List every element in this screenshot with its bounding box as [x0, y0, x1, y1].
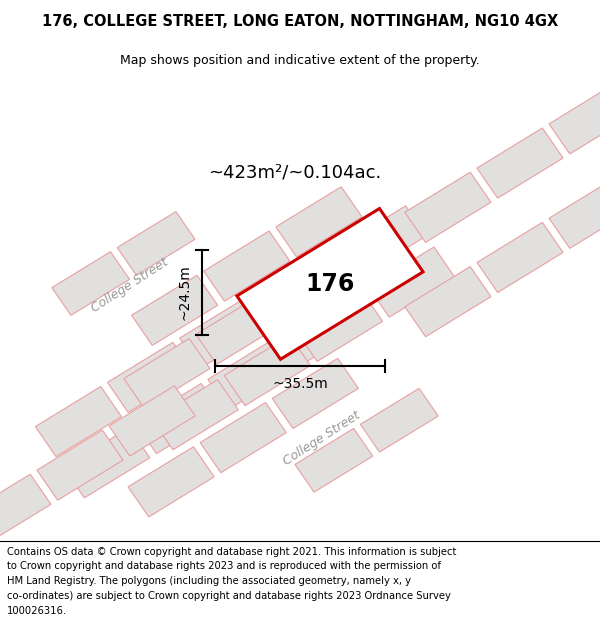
Text: ~423m²/~0.104ac.: ~423m²/~0.104ac.: [208, 164, 382, 181]
Polygon shape: [361, 388, 438, 452]
Text: ~35.5m: ~35.5m: [272, 378, 328, 391]
Polygon shape: [477, 128, 563, 198]
Polygon shape: [340, 206, 427, 276]
Polygon shape: [405, 173, 491, 242]
Polygon shape: [549, 178, 600, 248]
Polygon shape: [152, 379, 238, 450]
Text: HM Land Registry. The polygons (including the associated geometry, namely x, y: HM Land Registry. The polygons (includin…: [7, 576, 411, 586]
Polygon shape: [204, 231, 290, 301]
Polygon shape: [128, 447, 214, 517]
Polygon shape: [295, 429, 373, 492]
Polygon shape: [276, 187, 362, 257]
Polygon shape: [124, 339, 210, 409]
Polygon shape: [35, 386, 121, 457]
Polygon shape: [208, 339, 294, 409]
Polygon shape: [107, 342, 194, 412]
Polygon shape: [224, 336, 310, 406]
Text: College Street: College Street: [281, 409, 363, 468]
Text: to Crown copyright and database rights 2023 and is reproduced with the permissio: to Crown copyright and database rights 2…: [7, 561, 441, 571]
Text: ~24.5m: ~24.5m: [178, 264, 192, 320]
Polygon shape: [237, 209, 423, 359]
Polygon shape: [109, 386, 195, 456]
Text: 100026316.: 100026316.: [7, 606, 67, 616]
Polygon shape: [296, 291, 383, 361]
Polygon shape: [549, 84, 600, 154]
Text: co-ordinates) are subject to Crown copyright and database rights 2023 Ordnance S: co-ordinates) are subject to Crown copyr…: [7, 591, 451, 601]
Text: Contains OS data © Crown copyright and database right 2021. This information is : Contains OS data © Crown copyright and d…: [7, 546, 457, 556]
Text: College Street: College Street: [89, 256, 171, 316]
Polygon shape: [117, 212, 195, 275]
Text: Map shows position and indicative extent of the property.: Map shows position and indicative extent…: [120, 54, 480, 68]
Polygon shape: [405, 267, 491, 337]
Polygon shape: [0, 474, 51, 544]
Polygon shape: [131, 275, 218, 346]
Polygon shape: [196, 294, 282, 364]
Polygon shape: [64, 428, 150, 498]
Polygon shape: [179, 298, 266, 368]
Polygon shape: [37, 430, 123, 500]
Polygon shape: [268, 250, 354, 320]
Text: 176, COLLEGE STREET, LONG EATON, NOTTINGHAM, NG10 4GX: 176, COLLEGE STREET, LONG EATON, NOTTING…: [42, 14, 558, 29]
Polygon shape: [477, 222, 563, 292]
Polygon shape: [136, 384, 222, 454]
Text: 176: 176: [305, 272, 355, 296]
Polygon shape: [200, 402, 286, 472]
Polygon shape: [368, 247, 455, 317]
Polygon shape: [272, 358, 358, 429]
Polygon shape: [52, 252, 130, 316]
Polygon shape: [252, 254, 338, 324]
Polygon shape: [280, 295, 366, 365]
